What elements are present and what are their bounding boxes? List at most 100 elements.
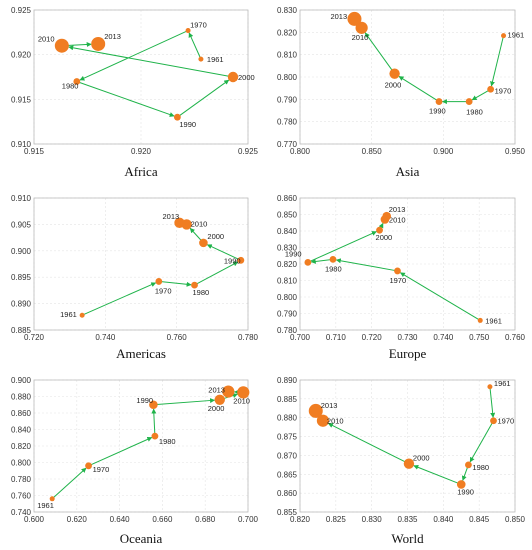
trajectory-arrow <box>76 80 175 117</box>
point-label-2000: 2000 <box>208 404 225 413</box>
x-tick-label: 0.700 <box>238 515 259 524</box>
point-label-1961: 1961 <box>494 379 511 388</box>
y-tick-label: 0.770 <box>277 140 298 149</box>
data-point-2000 <box>214 394 225 405</box>
y-tick-label: 0.880 <box>11 393 32 402</box>
point-label-1990: 1990 <box>429 107 446 116</box>
trajectory-arrow <box>307 231 377 263</box>
point-label-1970: 1970 <box>93 465 110 474</box>
x-tick-label: 0.900 <box>433 147 454 156</box>
data-point-2013 <box>174 217 185 229</box>
point-label-1980: 1980 <box>193 288 210 297</box>
y-tick-label: 0.800 <box>11 459 32 468</box>
y-tick-label: 0.900 <box>11 247 32 256</box>
data-point-2000 <box>227 71 239 83</box>
panel-title: World <box>391 531 424 546</box>
x-tick-label: 0.760 <box>167 333 188 342</box>
x-tick-label: 0.620 <box>67 515 88 524</box>
trajectory-arrow <box>469 420 494 463</box>
x-tick-label: 0.950 <box>505 147 526 156</box>
y-tick-label: 0.830 <box>277 244 298 253</box>
x-tick-label: 0.660 <box>152 515 173 524</box>
y-tick-label: 0.840 <box>11 426 32 435</box>
point-label-2000: 2000 <box>413 454 430 463</box>
trajectory-arrow <box>51 467 87 500</box>
plot-frame <box>33 197 249 331</box>
x-tick-label: 0.740 <box>433 333 454 342</box>
y-tick-label: 0.780 <box>277 118 298 127</box>
data-point-1970 <box>487 85 495 93</box>
point-label-1970: 1970 <box>498 417 515 426</box>
x-tick-label: 0.840 <box>433 515 454 524</box>
data-point-1990 <box>149 400 158 410</box>
panel-africa: 0.915 0.920 0.9250.9100.9150.9200.92519611… <box>11 6 259 179</box>
y-tick-label: 0.860 <box>277 194 298 203</box>
y-tick-label: 0.840 <box>277 227 298 236</box>
y-tick-label: 0.780 <box>11 475 32 484</box>
y-tick-label: 0.925 <box>11 6 32 15</box>
point-label-1961: 1961 <box>37 501 54 510</box>
y-tick-label: 0.885 <box>11 326 32 335</box>
point-label-1961: 1961 <box>508 31 525 40</box>
x-tick-label: 0.700 <box>290 333 311 342</box>
trajectory-arrow <box>327 423 410 465</box>
data-point-2000 <box>199 238 208 248</box>
data-point-1990 <box>173 113 181 121</box>
y-tick-label: 0.760 <box>11 492 32 501</box>
y-tick-label: 0.910 <box>11 194 32 203</box>
trajectory-arrow <box>79 30 189 81</box>
y-tick-label: 0.830 <box>277 6 298 15</box>
trajectory-arrow <box>68 45 234 78</box>
data-point-2013 <box>308 403 323 418</box>
panel-title: Oceania <box>120 531 163 546</box>
x-tick-label: 0.750 <box>469 333 490 342</box>
point-label-2013: 2013 <box>104 32 121 41</box>
x-tick-label: 0.915 <box>24 147 45 156</box>
trajectory-arrow <box>177 79 230 118</box>
y-tick-label: 0.790 <box>277 95 298 104</box>
trajectory-arrow <box>188 32 202 60</box>
x-tick-label: 0.845 <box>469 515 490 524</box>
x-tick-label: 0.730 <box>397 333 418 342</box>
trajectory-arrow <box>364 32 396 74</box>
plot-frame <box>299 379 516 513</box>
y-tick-label: 0.850 <box>277 211 298 220</box>
data-point-1980 <box>465 98 473 105</box>
x-tick-label: 0.760 <box>505 333 526 342</box>
x-tick-label: 0.850 <box>505 515 526 524</box>
x-tick-label: 0.835 <box>397 515 418 524</box>
x-tick-label: 0.680 <box>195 515 216 524</box>
point-label-2010: 2010 <box>191 219 208 228</box>
x-tick-label: 0.925 <box>238 147 259 156</box>
data-point-1980 <box>191 281 198 289</box>
point-label-1961: 1961 <box>60 310 77 319</box>
data-point-1990 <box>435 98 443 105</box>
data-point-1970 <box>155 278 163 285</box>
data-point-1961 <box>477 317 483 323</box>
panel-americas: 0.720 0.740 0.760 0.780 0.885 0.890 0.895 0.900… <box>11 194 259 361</box>
point-label-2010: 2010 <box>389 215 406 224</box>
data-point-2013 <box>347 11 362 26</box>
data-point-2013 <box>91 36 106 51</box>
data-point-1961 <box>79 312 85 318</box>
data-point-2013 <box>222 385 235 398</box>
x-tick-label: 0.850 <box>362 147 383 156</box>
y-tick-label: 0.910 <box>11 140 32 149</box>
point-label-1990: 1990 <box>179 120 196 129</box>
trajectory-arrow <box>158 280 192 287</box>
panel-title: Asia <box>396 164 420 179</box>
panel-title: Europe <box>389 346 427 361</box>
data-point-2000 <box>389 68 400 79</box>
data-point-2010 <box>237 386 250 399</box>
y-tick-label: 0.820 <box>11 442 32 451</box>
point-label-2000: 2000 <box>238 73 255 82</box>
trajectory-arrow <box>151 408 157 437</box>
x-tick-label: 0.820 <box>290 515 311 524</box>
x-tick-label: 0.800 <box>290 147 311 156</box>
point-label-2013: 2013 <box>389 205 406 214</box>
point-label-1980: 1980 <box>466 108 483 117</box>
data-point-2000 <box>376 226 383 234</box>
y-tick-label: 0.810 <box>277 51 298 60</box>
panel-asia: 0.800 0.850 0.900 0.950 0.770 0.780 0.790 0.800… <box>277 6 526 179</box>
